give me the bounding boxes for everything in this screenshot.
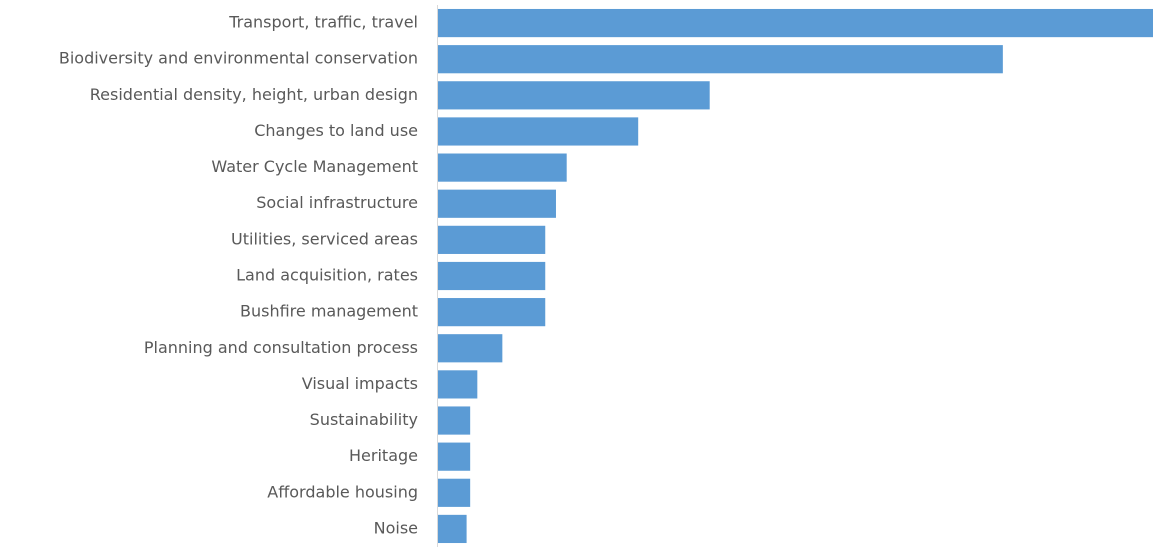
bar-6 [438, 225, 546, 254]
bar-14 [438, 514, 467, 544]
category-label-0: Transport, traffic, travel [228, 13, 418, 32]
category-label-11: Sustainability [310, 410, 418, 429]
category-label-9: Planning and consultation process [144, 338, 418, 357]
category-label-3: Changes to land use [254, 121, 418, 140]
category-label-4: Water Cycle Management [211, 157, 418, 176]
category-label-5: Social infrastructure [256, 193, 418, 212]
bar-0 [438, 8, 1153, 38]
bar-11 [438, 406, 471, 435]
bars-layer [438, 8, 1153, 544]
bar-12 [438, 442, 471, 471]
category-label-14: Noise [374, 518, 418, 537]
category-label-2: Residential density, height, urban desig… [90, 85, 418, 104]
category-label-1: Biodiversity and environmental conservat… [59, 49, 418, 68]
bar-7 [438, 261, 546, 291]
bar-9 [438, 334, 503, 363]
category-label-13: Affordable housing [267, 482, 418, 501]
category-labels-layer: Transport, traffic, travel Biodiversity a… [59, 13, 418, 538]
bar-4 [438, 153, 567, 182]
bar-10 [438, 370, 478, 399]
bar-5 [438, 189, 556, 218]
category-label-6: Utilities, serviced areas [231, 229, 418, 248]
bar-1 [438, 45, 1003, 74]
category-label-12: Heritage [349, 446, 418, 465]
bar-3 [438, 117, 639, 146]
bar-13 [438, 478, 471, 507]
category-label-7: Land acquisition, rates [236, 266, 418, 285]
bar-8 [438, 298, 546, 327]
category-label-10: Visual impacts [302, 374, 418, 393]
category-label-8: Bushfire management [240, 302, 418, 321]
bar-2 [438, 81, 710, 110]
